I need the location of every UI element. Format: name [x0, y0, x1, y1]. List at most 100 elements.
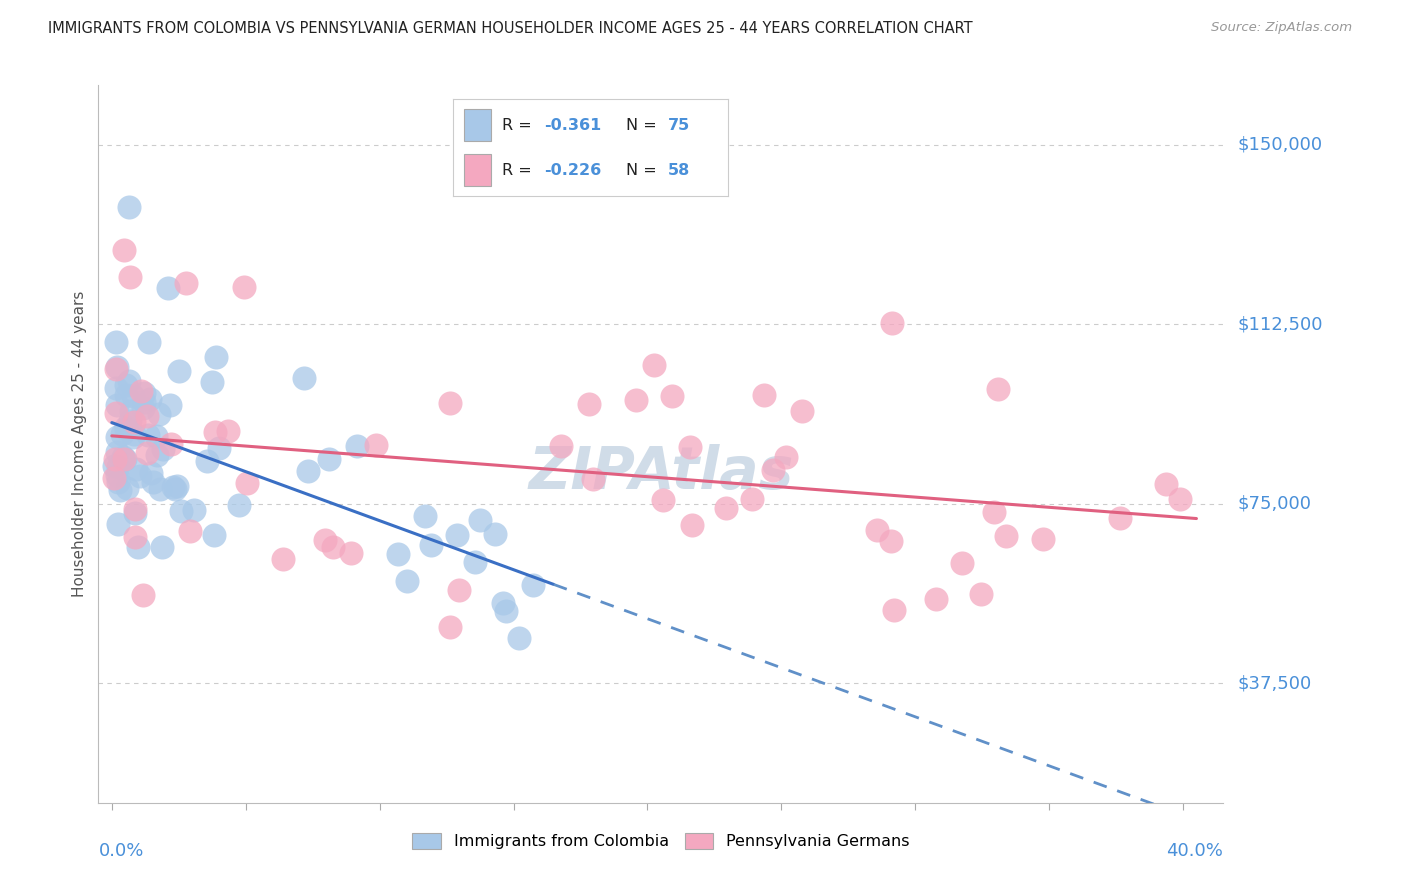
Point — [174, 277, 197, 291]
Point — [420, 539, 443, 553]
Point — [508, 631, 530, 645]
Point — [152, 442, 174, 456]
Point — [643, 358, 665, 372]
Point — [1108, 510, 1130, 524]
Point — [114, 422, 136, 436]
Point — [387, 547, 409, 561]
Point — [105, 445, 128, 459]
Point — [1156, 477, 1178, 491]
Point — [1168, 491, 1191, 506]
Point — [107, 475, 129, 490]
Point — [121, 430, 143, 444]
Point — [340, 546, 363, 560]
Point — [105, 362, 128, 376]
Point — [112, 452, 135, 467]
Point — [582, 472, 605, 486]
Point — [103, 458, 125, 473]
Point — [165, 483, 187, 497]
Point — [179, 524, 201, 539]
Point — [652, 493, 675, 508]
Point — [149, 482, 172, 496]
Point — [925, 592, 948, 607]
Point — [114, 378, 136, 392]
Point — [464, 555, 486, 569]
Point — [124, 416, 146, 430]
Point — [314, 533, 336, 547]
Legend: Immigrants from Colombia, Pennsylvania Germans: Immigrants from Colombia, Pennsylvania G… — [405, 827, 917, 855]
Point — [159, 398, 181, 412]
Point — [107, 516, 129, 531]
Point — [156, 281, 179, 295]
Point — [439, 620, 461, 634]
Point — [775, 450, 797, 465]
Point — [271, 551, 294, 566]
Point — [346, 439, 368, 453]
Point — [195, 454, 218, 468]
Point — [128, 469, 150, 483]
Point — [107, 459, 129, 474]
Point — [148, 407, 170, 421]
Point — [139, 466, 162, 480]
Point — [741, 491, 763, 506]
Point — [491, 596, 513, 610]
Point — [169, 364, 191, 378]
Point — [111, 450, 134, 464]
Point — [136, 427, 159, 442]
Text: $150,000: $150,000 — [1237, 136, 1322, 153]
Point — [714, 501, 737, 516]
Point — [142, 475, 165, 489]
Point — [105, 399, 128, 413]
Text: 0.0%: 0.0% — [98, 842, 143, 860]
Point — [233, 280, 256, 294]
Point — [135, 446, 157, 460]
Point — [136, 409, 159, 423]
Point — [495, 604, 517, 618]
Point — [446, 528, 468, 542]
Point — [115, 420, 138, 434]
Point — [124, 530, 146, 544]
Point — [150, 540, 173, 554]
Point — [754, 388, 776, 402]
Point — [129, 384, 152, 398]
Text: IMMIGRANTS FROM COLOMBIA VS PENNSYLVANIA GERMAN HOUSEHOLDER INCOME AGES 25 - 44 : IMMIGRANTS FROM COLOMBIA VS PENNSYLVANIA… — [48, 21, 973, 36]
Point — [105, 381, 128, 395]
Point — [762, 463, 785, 477]
Point — [679, 440, 702, 454]
Point — [122, 389, 145, 403]
Point — [132, 401, 155, 416]
Point — [132, 386, 155, 401]
Point — [970, 587, 993, 601]
Point — [202, 528, 225, 542]
Point — [447, 582, 470, 597]
Point — [205, 350, 228, 364]
Point — [118, 374, 141, 388]
Point — [145, 429, 167, 443]
Point — [105, 468, 128, 483]
Point — [132, 588, 155, 602]
Point — [127, 540, 149, 554]
Point — [183, 503, 205, 517]
Point — [124, 426, 146, 441]
Text: $112,500: $112,500 — [1237, 315, 1323, 333]
Point — [160, 437, 183, 451]
Point — [395, 574, 418, 588]
Point — [470, 513, 492, 527]
Point — [204, 425, 226, 439]
Point — [124, 506, 146, 520]
Point — [114, 243, 136, 257]
Text: 40.0%: 40.0% — [1167, 842, 1223, 860]
Point — [228, 498, 250, 512]
Point — [578, 397, 600, 411]
Point — [139, 392, 162, 407]
Point — [115, 387, 138, 401]
Point — [624, 392, 647, 407]
Point — [983, 505, 1005, 519]
Point — [117, 200, 139, 214]
Point — [208, 442, 231, 456]
Point — [292, 371, 315, 385]
Point — [880, 316, 903, 330]
Point — [107, 430, 129, 444]
Point — [120, 404, 142, 418]
Point — [108, 483, 131, 497]
Text: ZIPAtlas: ZIPAtlas — [529, 444, 793, 501]
